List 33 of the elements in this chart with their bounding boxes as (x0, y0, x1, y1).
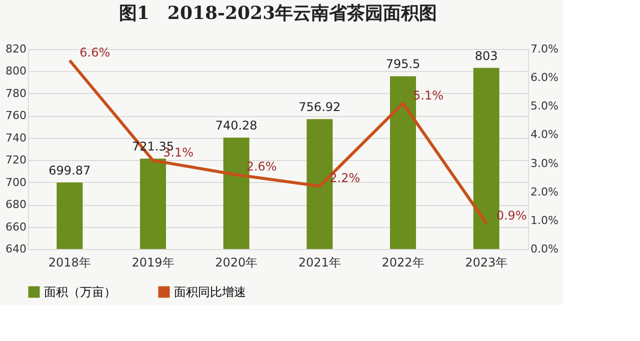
y2-tick-label: 7.0% (530, 42, 558, 56)
x-tick-label: 2019年 (132, 256, 174, 270)
y-tick-label: 800 (6, 64, 26, 78)
legend-label: 面积同比增速 (174, 285, 246, 299)
x-tick-label: 2022年 (382, 256, 424, 270)
data-label: 740.28 (215, 118, 258, 133)
y2-tick-label: 6.0% (530, 71, 558, 84)
y-tick-label: 760 (6, 109, 26, 122)
data-label: 803 (474, 48, 498, 63)
y-tick-label: 680 (6, 198, 26, 212)
data-label: 699.87 (48, 163, 91, 178)
x-tick-label: 2018年 (48, 256, 91, 270)
y-tick-label: 780 (6, 86, 26, 100)
y-tick-label: 820 (6, 42, 26, 56)
x-tick-label: 2021年 (298, 256, 341, 270)
y2-tick-label: 4.0% (530, 128, 558, 142)
x-tick-label: 2023年 (465, 256, 508, 270)
y2-tick-label: 3.0% (530, 156, 558, 170)
y-tick-label: 660 (6, 220, 26, 234)
y2-tick-label: 5.0% (530, 100, 558, 113)
y2-tick-label: 0.0% (530, 242, 558, 256)
chart-title: 图1 2018-2023年云南省茶园面积图 (118, 3, 438, 24)
y-tick-label: 720 (6, 154, 26, 167)
data-label: 795.5 (386, 57, 420, 72)
y2-tick-label: 1.0% (530, 214, 558, 227)
y-tick-label: 740 (6, 131, 26, 144)
legend-label: 面积（万亩） (44, 285, 116, 299)
y2-tick-label: 2.0% (530, 185, 558, 198)
data-label: 756.92 (298, 100, 341, 114)
x-tick-label: 2020年 (215, 256, 258, 270)
y-tick-label: 700 (6, 176, 26, 189)
data-label: 6.6% (80, 45, 110, 60)
y-tick-label: 640 (6, 242, 26, 256)
